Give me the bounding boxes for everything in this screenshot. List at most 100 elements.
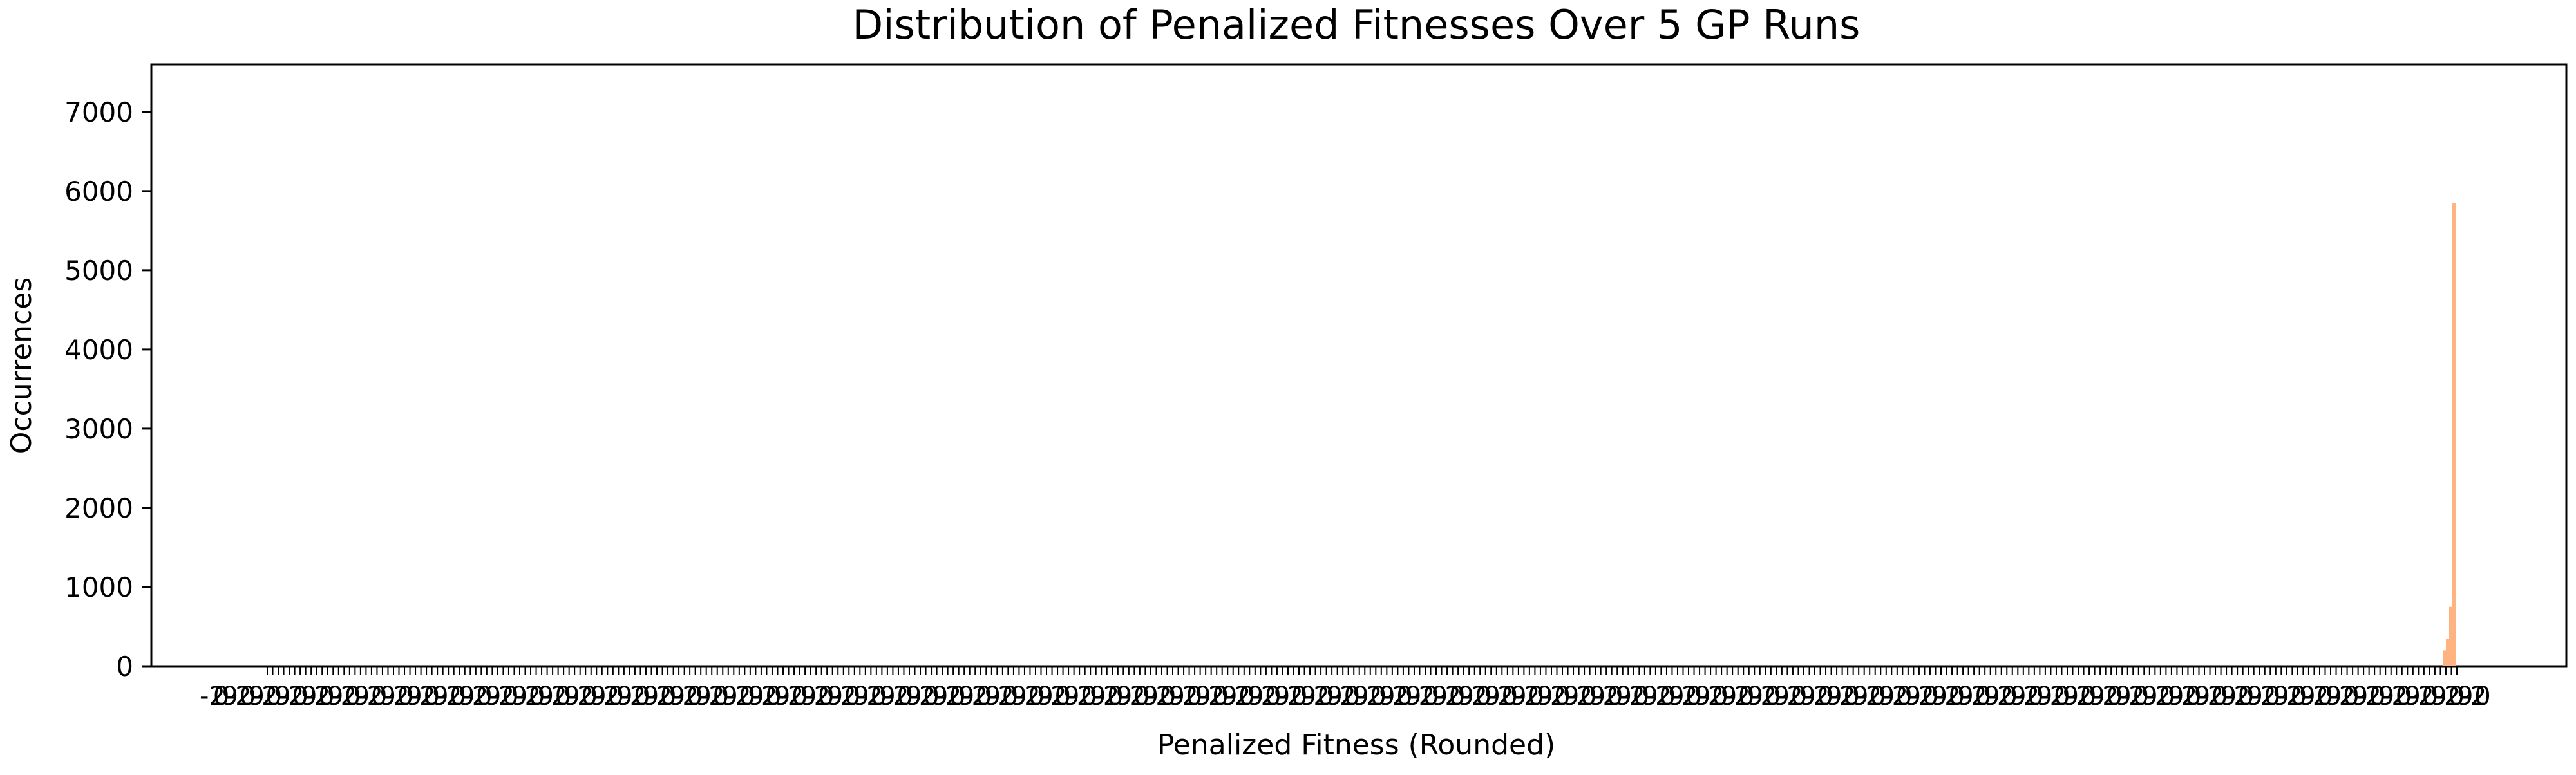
x-tick-label: 0 [1817, 682, 1833, 711]
x-tick-label: 9 [1931, 682, 1947, 711]
x-tick-label: 0 [1975, 682, 1991, 711]
x-tick-label: -2 [2067, 682, 2092, 711]
x-tick-label: 9 [1221, 682, 1237, 711]
x-tick-label: -2 [1593, 682, 1619, 711]
y-tick-label: 2000 [64, 492, 133, 524]
x-tick-label: 9 [2010, 682, 2026, 711]
x-tick-label: 9 [301, 682, 317, 711]
histogram-bar [2446, 638, 2449, 666]
x-tick-label: 0 [1028, 682, 1045, 711]
x-tick-label: 0 [1475, 682, 1492, 711]
x-tick-label: -2 [831, 682, 857, 711]
x-tick-label: -2 [2251, 682, 2277, 711]
x-tick-label: 9 [1484, 682, 1500, 711]
x-tick-label: -2 [1435, 682, 1461, 711]
x-tick-label: 9 [511, 682, 527, 711]
x-tick-label: 0 [2054, 682, 2070, 711]
x-tick-label: 0 [2369, 682, 2385, 711]
x-tick-label: 9 [616, 682, 632, 711]
x-tick-label: 0 [240, 682, 256, 711]
x-tick-label: -2 [1725, 682, 1750, 711]
x-tick-label: 0 [2264, 682, 2280, 711]
x-tick-label: 0 [1396, 682, 1412, 711]
x-tick-label: -2 [1331, 682, 1356, 711]
x-tick-label: 0 [2132, 682, 2148, 711]
x-tick-label: 0 [765, 682, 781, 711]
x-tick-label: -2 [1882, 682, 1908, 711]
x-tick-label: 9 [932, 682, 948, 711]
x-tick-label: 0 [1554, 682, 1570, 711]
x-tick-label: 0 [1685, 682, 1701, 711]
x-tick-label: 9 [1116, 682, 1132, 711]
x-tick-label: -2 [462, 682, 488, 711]
x-tick-label: 9 [1589, 682, 1605, 711]
x-tick-label: -2 [752, 682, 777, 711]
x-tick-label: 0 [791, 682, 808, 711]
x-tick-label: 9 [1405, 682, 1421, 711]
x-tick-label: 0 [529, 682, 545, 711]
x-tick-label: 0 [1528, 682, 1544, 711]
x-tick-label: 0 [582, 682, 598, 711]
x-tick-label: 0 [450, 682, 466, 711]
x-tick-label: -2 [568, 682, 594, 711]
x-tick-label: -2 [305, 682, 330, 711]
x-tick-label: 0 [502, 682, 518, 711]
x-tick-label: 9 [1799, 682, 1815, 711]
x-tick-label: 9 [958, 682, 974, 711]
x-tick-label: 0 [818, 682, 834, 711]
y-axis: 0 1000 2000 3000 4000 5000 6000 7000 [64, 97, 151, 682]
x-tick-label: -2 [2435, 682, 2461, 711]
x-tick-label: 9 [1300, 682, 1316, 711]
x-tick-label: -2 [1278, 682, 1303, 711]
x-tick-label: -2 [1751, 682, 1777, 711]
x-tick-label: 0 [871, 682, 887, 711]
histogram-bar [2443, 650, 2446, 666]
x-tick-label: 9 [643, 682, 659, 711]
x-tick-label: -2 [1094, 682, 1119, 711]
x-tick-label: 0 [318, 682, 334, 711]
x-tick-label: 0 [2316, 682, 2333, 711]
x-tick-label: 0 [634, 682, 650, 711]
y-tick-label: 0 [116, 651, 133, 682]
x-tick-label: -2 [1515, 682, 1540, 711]
x-tick-label: 9 [985, 682, 1001, 711]
x-tick-label: -2 [1909, 682, 1935, 711]
x-tick-label: 9 [1379, 682, 1395, 711]
x-tick-label: 0 [476, 682, 492, 711]
histogram-bar [2452, 203, 2456, 667]
y-tick-label: 4000 [64, 334, 133, 366]
x-tick-label: -2 [647, 682, 672, 711]
x-tick-label: -2 [2145, 682, 2171, 711]
x-tick-label: -2 [279, 682, 305, 711]
x-tick-label: 0 [1107, 682, 1123, 711]
x-tick-label: -2 [1672, 682, 1698, 711]
x-tick-label: 0 [1922, 682, 1938, 711]
x-tick-label: 9 [2036, 682, 2052, 711]
x-tick-label: 9 [774, 682, 790, 711]
x-tick-label: -2 [1251, 682, 1277, 711]
x-tick-label: 0 [213, 682, 229, 711]
x-tick-label: 9 [748, 682, 764, 711]
x-tick-label: 0 [2238, 682, 2254, 711]
x-tick-label: -2 [2461, 682, 2486, 711]
x-tick-label: 9 [669, 682, 685, 711]
x-tick-label: 9 [274, 682, 290, 711]
x-tick-label: -2 [1173, 682, 1198, 711]
x-tick-label: 0 [2185, 682, 2201, 711]
x-tick-label: 9 [827, 682, 843, 711]
x-tick-label: 0 [660, 682, 676, 711]
x-tick-label: 0 [1160, 682, 1176, 711]
x-tick-label: 0 [371, 682, 387, 711]
x-tick-label: 0 [1765, 682, 1781, 711]
x-tick-label: 9 [485, 682, 501, 711]
x-tick-label: 9 [1773, 682, 1789, 711]
x-tick-label: 9 [1458, 682, 1474, 711]
x-tick-label: 9 [432, 682, 448, 711]
x-tick-label: 9 [1010, 682, 1027, 711]
x-tick-label: 9 [1905, 682, 1921, 711]
x-tick-label: -2 [2356, 682, 2382, 711]
x-tick-label: 9 [1826, 682, 1842, 711]
x-tick-label: 0 [2001, 682, 2017, 711]
x-tick-label: 9 [1642, 682, 1658, 711]
x-tick-label: 0 [1843, 682, 1859, 711]
